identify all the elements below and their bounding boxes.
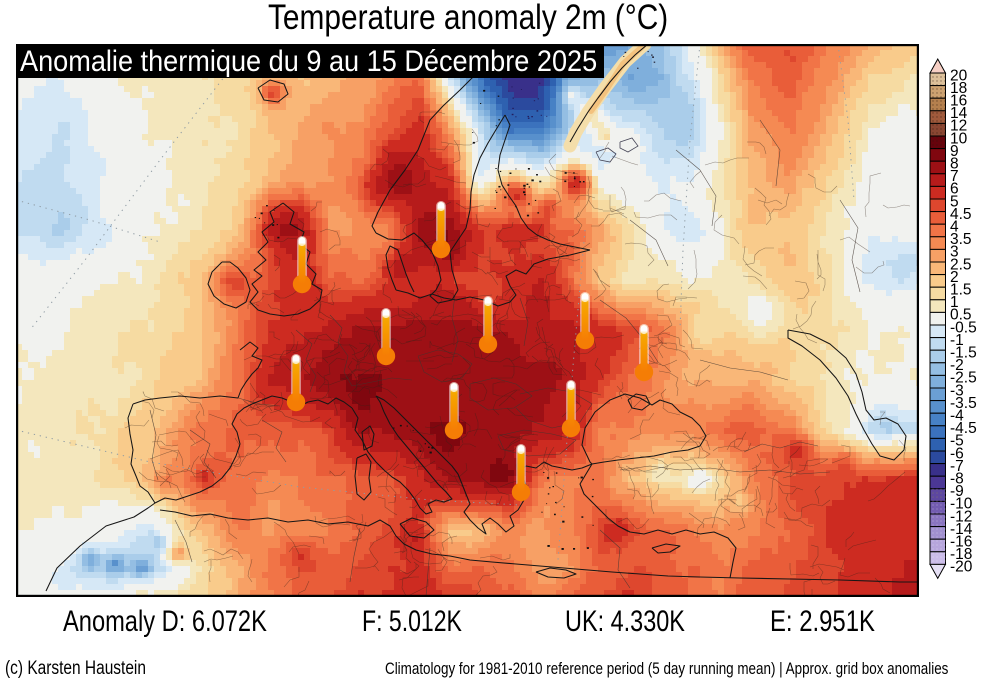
svg-text:14: 14: [950, 105, 968, 122]
svg-text:2: 2: [950, 269, 959, 286]
svg-text:6: 6: [950, 181, 959, 198]
svg-text:9: 9: [950, 143, 959, 160]
svg-text:-18: -18: [950, 546, 972, 563]
svg-text:-14: -14: [950, 521, 973, 538]
svg-text:-12: -12: [950, 508, 972, 525]
svg-text:5: 5: [950, 193, 959, 210]
svg-text:16: 16: [950, 93, 967, 110]
svg-text:20: 20: [950, 67, 968, 84]
svg-text:2.5: 2.5: [950, 256, 972, 273]
svg-text:1: 1: [950, 294, 959, 311]
svg-text:-8: -8: [950, 471, 964, 488]
svg-text:1.5: 1.5: [950, 282, 972, 299]
svg-text:4.5: 4.5: [950, 206, 972, 223]
svg-text:-2.5: -2.5: [950, 370, 977, 387]
svg-text:18: 18: [950, 80, 967, 97]
svg-text:12: 12: [950, 118, 967, 135]
svg-text:-16: -16: [950, 534, 972, 551]
svg-text:-10: -10: [950, 496, 973, 513]
svg-text:3.5: 3.5: [950, 231, 972, 248]
svg-text:10: 10: [950, 130, 968, 147]
svg-text:-1.5: -1.5: [950, 345, 977, 362]
svg-text:-9: -9: [950, 483, 964, 500]
svg-text:-3: -3: [950, 382, 964, 399]
svg-text:-0.5: -0.5: [950, 319, 977, 336]
svg-text:3: 3: [950, 244, 959, 261]
svg-text:8: 8: [950, 156, 959, 173]
svg-text:-2: -2: [950, 357, 964, 374]
svg-text:-4.5: -4.5: [950, 420, 977, 437]
svg-text:-3.5: -3.5: [950, 395, 977, 412]
svg-text:-20: -20: [950, 559, 973, 576]
svg-text:-1: -1: [950, 332, 964, 349]
svg-text:-7: -7: [950, 458, 964, 475]
svg-text:7: 7: [950, 168, 959, 185]
svg-text:-6: -6: [950, 445, 964, 462]
svg-text:-4: -4: [950, 408, 964, 425]
svg-text:0.5: 0.5: [950, 307, 972, 324]
svg-text:-5: -5: [950, 433, 964, 450]
svg-text:4: 4: [950, 219, 959, 236]
